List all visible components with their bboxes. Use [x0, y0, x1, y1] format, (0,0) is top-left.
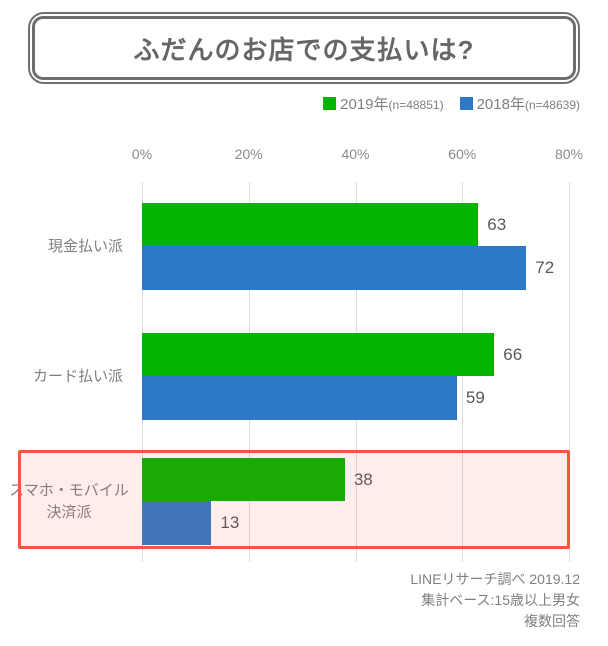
- x-tick-20: 20%: [234, 146, 263, 162]
- x-tick-0: 0%: [131, 146, 153, 162]
- legend-item-2019: 2019年 (n=48851): [323, 93, 444, 114]
- legend-label-2018: 2018年: [476, 96, 525, 113]
- x-axis: 0% 20% 40% 60% 80%: [132, 146, 583, 164]
- bar-chart-plot: 63 72 66 59 38 13: [142, 182, 570, 562]
- legend-label-2019: 2019年: [340, 96, 389, 113]
- legend-swatch-2018: [459, 97, 473, 110]
- footer-notes: LINEリサーチ調べ 2019.12 集計ベース:15歳以上男女 複数回答: [410, 569, 580, 632]
- bar-value-label: 38: [353, 469, 373, 489]
- legend-n-2018: (n=48639): [524, 97, 580, 112]
- footer-base: 集計ベース:15歳以上男女: [421, 592, 580, 608]
- category-label: 現金払い派: [47, 237, 123, 255]
- bar-value-label: 59: [465, 387, 485, 407]
- legend-n-2019: (n=48851): [388, 97, 444, 112]
- bar-value-label: 66: [503, 344, 523, 364]
- bar-2018年-2: [142, 501, 212, 545]
- x-tick-60: 60%: [448, 146, 477, 162]
- title-box: ふだんのお店での支払いは?: [28, 12, 580, 84]
- title-box-inner: ふだんのお店での支払いは?: [32, 16, 576, 80]
- bar-value-label: 13: [220, 512, 240, 532]
- footer-source: LINEリサーチ調べ 2019.12: [410, 571, 580, 587]
- category-label: スマホ・モバイル 決済派: [9, 481, 129, 521]
- footer-answer-type: 複数回答: [524, 613, 580, 629]
- legend-item-2018: 2018年 (n=48639): [459, 93, 580, 114]
- bar-value-label: 63: [487, 214, 507, 234]
- x-tick-40: 40%: [341, 146, 370, 162]
- legend-swatch-2019: [323, 97, 337, 110]
- x-tick-80: 80%: [554, 146, 584, 162]
- bar-2019年-0: [142, 203, 479, 246]
- bar-2019年-1: [142, 333, 495, 376]
- bar-2018年-1: [142, 376, 457, 420]
- bar-2019年-2: [142, 458, 345, 501]
- category-label: カード払い派: [32, 367, 123, 385]
- bar-2018年-0: [142, 246, 527, 290]
- bar-value-label: 72: [535, 257, 555, 277]
- gridline-80: [569, 182, 570, 562]
- page-title: ふだんのお店での支払いは?: [133, 34, 475, 65]
- legend: 2019年 (n=48851) 2018年 (n=48639): [323, 93, 580, 114]
